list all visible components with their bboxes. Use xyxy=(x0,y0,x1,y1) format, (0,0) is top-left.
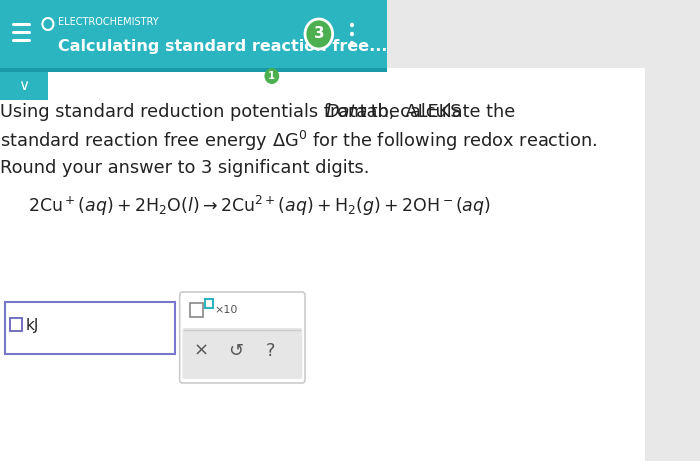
Text: 3: 3 xyxy=(314,26,324,41)
FancyBboxPatch shape xyxy=(0,0,387,68)
Circle shape xyxy=(350,23,354,27)
Text: ∨: ∨ xyxy=(18,78,29,94)
Text: ×: × xyxy=(193,342,209,360)
Text: standard reaction free energy $\mathregular{\Delta G^0}$ for the following redox: standard reaction free energy $\mathregu… xyxy=(0,129,598,153)
FancyBboxPatch shape xyxy=(387,0,645,68)
Circle shape xyxy=(350,32,354,36)
FancyBboxPatch shape xyxy=(0,72,48,100)
FancyBboxPatch shape xyxy=(180,292,305,383)
Text: 1: 1 xyxy=(268,71,276,81)
FancyBboxPatch shape xyxy=(190,303,203,317)
Text: kJ: kJ xyxy=(26,318,39,332)
FancyBboxPatch shape xyxy=(0,68,645,461)
FancyBboxPatch shape xyxy=(183,328,302,379)
Text: ?: ? xyxy=(266,342,276,360)
FancyBboxPatch shape xyxy=(204,299,213,308)
Text: Data: Data xyxy=(326,103,368,121)
FancyBboxPatch shape xyxy=(5,302,175,354)
Text: ×10: ×10 xyxy=(215,305,238,315)
Text: Round your answer to 3 significant digits.: Round your answer to 3 significant digit… xyxy=(0,159,370,177)
Text: ↺: ↺ xyxy=(228,342,244,360)
Circle shape xyxy=(350,41,354,45)
Text: tab, calculate the: tab, calculate the xyxy=(354,103,515,121)
Circle shape xyxy=(305,19,332,49)
FancyBboxPatch shape xyxy=(10,318,22,331)
Circle shape xyxy=(265,68,279,84)
FancyBboxPatch shape xyxy=(0,68,387,72)
Text: $2\mathrm{Cu}^+(aq)+2\mathrm{H_2O}(\mathit{l})\rightarrow 2\mathrm{Cu}^{2+}(aq)+: $2\mathrm{Cu}^+(aq)+2\mathrm{H_2O}(\math… xyxy=(27,194,491,218)
Text: Using standard reduction potentials from the ALEKS: Using standard reduction potentials from… xyxy=(0,103,467,121)
Text: ELECTROCHEMISTRY: ELECTROCHEMISTRY xyxy=(58,17,159,27)
Text: Calculating standard reaction free...: Calculating standard reaction free... xyxy=(58,39,388,53)
